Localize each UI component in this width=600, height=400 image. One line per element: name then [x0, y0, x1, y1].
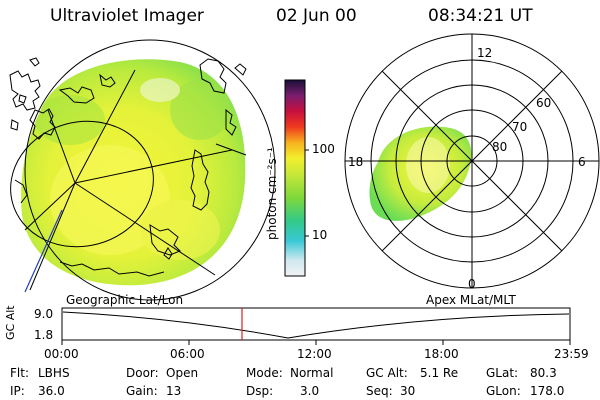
seq-value: 30 — [400, 384, 416, 398]
mlt-label-0: 0 — [468, 277, 476, 291]
time-tick-3: 18:00 — [424, 347, 459, 361]
seq-label: Seq: — [366, 384, 393, 398]
colorbar-tick-10: 10 — [312, 228, 328, 242]
time-tick-4: 23:59 — [554, 347, 589, 361]
geographic-image — [9, 39, 276, 301]
apex-caption: Apex MLat/MLT — [426, 293, 516, 307]
ip-value: 36.0 — [38, 384, 65, 398]
polar-plot — [344, 33, 600, 289]
gain-value: 13 — [166, 384, 182, 398]
time-tick-0: 00:00 — [44, 347, 79, 361]
ip-label: IP: — [10, 384, 25, 398]
alt-tick-low: 1.8 — [34, 328, 54, 342]
mlt-label-12: 12 — [477, 46, 493, 60]
geo-caption: Geographic Lat/Lon — [66, 293, 184, 307]
mode-value: Normal — [290, 366, 334, 380]
lat-label-80: 80 — [492, 140, 508, 154]
flt-label: Flt: — [10, 366, 29, 380]
mlt-label-6: 6 — [578, 155, 586, 169]
glat-label: GLat: — [486, 366, 519, 380]
glat-value: 80.3 — [530, 366, 557, 380]
colorbar-tick-100: 100 — [312, 142, 335, 156]
flt-value: LBHS — [38, 366, 70, 380]
time-tick-2: 12:00 — [297, 347, 332, 361]
glon-label: GLon: — [486, 384, 521, 398]
alt-axis-label: GC Alt — [4, 305, 17, 340]
lat-label-60: 60 — [536, 96, 552, 110]
mlt-label-18: 18 — [348, 155, 364, 169]
altitude-strip — [61, 307, 571, 345]
lat-label-70: 70 — [512, 120, 528, 134]
time-label: 08:34:21 UT — [428, 6, 533, 26]
dsp-label: Dsp: — [246, 384, 274, 398]
door-value: Open — [166, 366, 199, 380]
mode-label: Mode: — [246, 366, 283, 380]
instrument-title: Ultraviolet Imager — [50, 6, 204, 26]
date-label: 02 Jun 00 — [276, 6, 357, 26]
time-tick-1: 06:00 — [170, 347, 205, 361]
colorbar-unit-label: photon cm⁻²s⁻¹ — [265, 147, 279, 240]
colorbar — [284, 79, 309, 277]
door-label: Door: — [126, 366, 159, 380]
dsp-value: 3.0 — [300, 384, 320, 398]
alt-tick-high: 9.0 — [34, 307, 54, 321]
glon-value: 178.0 — [530, 384, 565, 398]
gcalt-label: GC Alt: — [366, 366, 408, 380]
gcalt-value: 5.1 Re — [420, 366, 459, 380]
gain-label: Gain: — [126, 384, 158, 398]
